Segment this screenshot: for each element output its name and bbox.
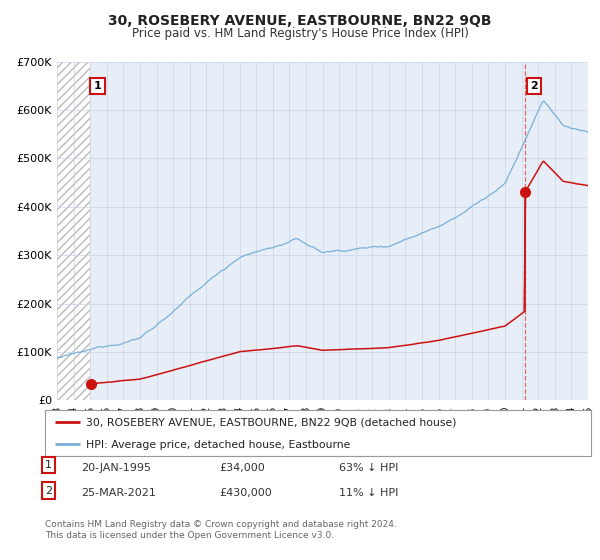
Text: 30, ROSEBERY AVENUE, EASTBOURNE, BN22 9QB: 30, ROSEBERY AVENUE, EASTBOURNE, BN22 9Q… bbox=[108, 14, 492, 28]
Text: 1: 1 bbox=[45, 460, 52, 470]
Text: 25-MAR-2021: 25-MAR-2021 bbox=[81, 488, 156, 498]
Text: Contains HM Land Registry data © Crown copyright and database right 2024.
This d: Contains HM Land Registry data © Crown c… bbox=[45, 520, 397, 540]
Text: HPI: Average price, detached house, Eastbourne: HPI: Average price, detached house, East… bbox=[86, 440, 350, 450]
Text: 63% ↓ HPI: 63% ↓ HPI bbox=[339, 463, 398, 473]
Text: 11% ↓ HPI: 11% ↓ HPI bbox=[339, 488, 398, 498]
Text: Price paid vs. HM Land Registry's House Price Index (HPI): Price paid vs. HM Land Registry's House … bbox=[131, 27, 469, 40]
Bar bbox=[57, 62, 90, 400]
Text: 20-JAN-1995: 20-JAN-1995 bbox=[81, 463, 151, 473]
Text: 2: 2 bbox=[45, 486, 52, 496]
Text: £34,000: £34,000 bbox=[219, 463, 265, 473]
Text: 1: 1 bbox=[94, 81, 101, 91]
Text: 30, ROSEBERY AVENUE, EASTBOURNE, BN22 9QB (detached house): 30, ROSEBERY AVENUE, EASTBOURNE, BN22 9Q… bbox=[86, 418, 457, 428]
Text: 2: 2 bbox=[530, 81, 538, 91]
Text: £430,000: £430,000 bbox=[219, 488, 272, 498]
